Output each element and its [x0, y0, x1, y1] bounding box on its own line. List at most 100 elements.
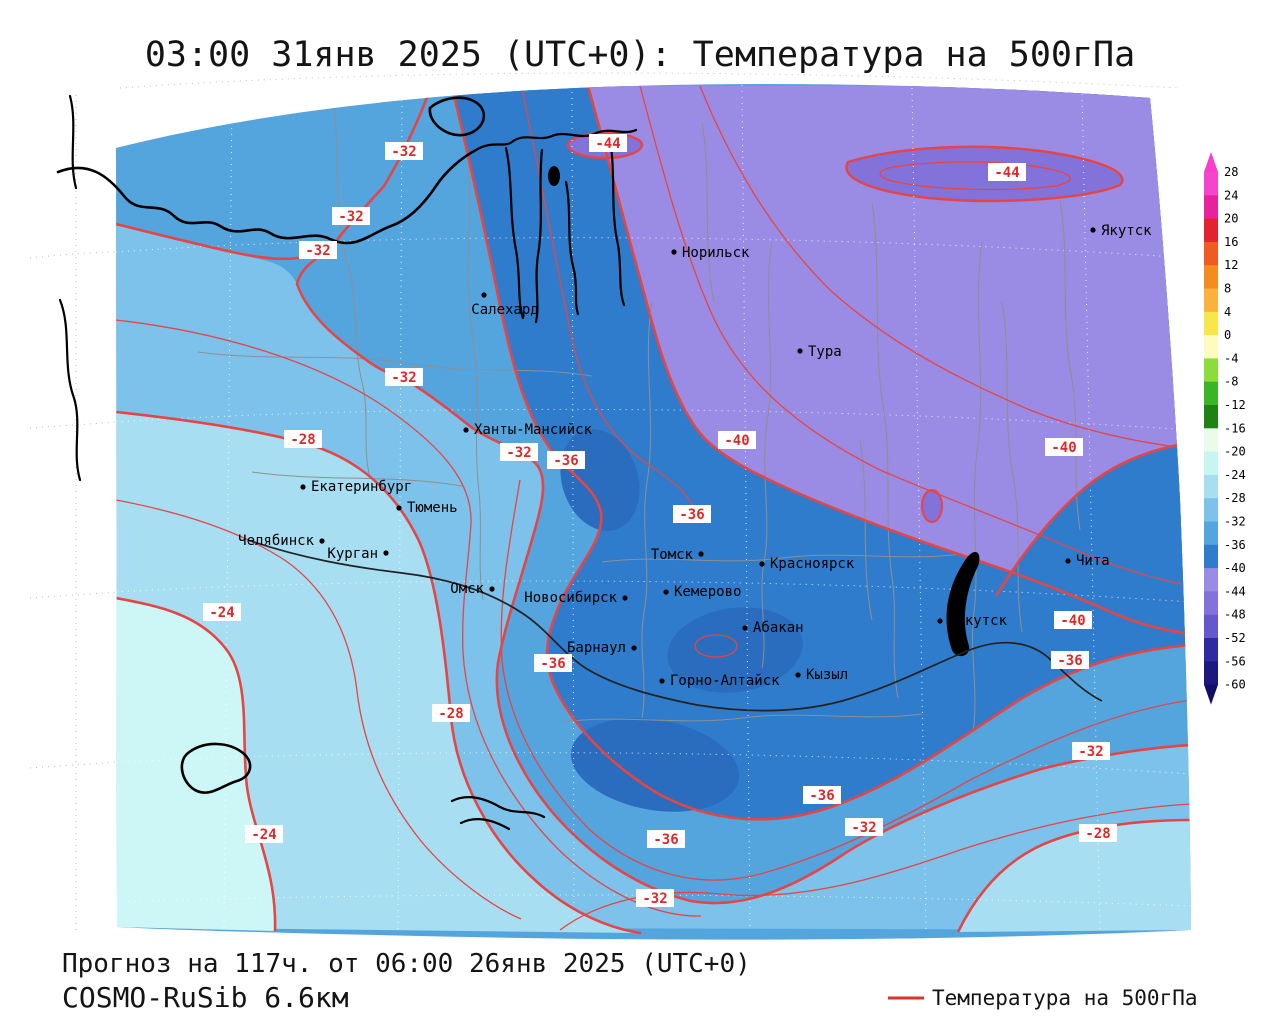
city-dot	[671, 249, 677, 255]
city-label: Горно-Алтайск	[670, 673, 780, 689]
city-label: Кемерово	[674, 584, 741, 600]
colorbar-tick-label: -12	[1224, 398, 1246, 412]
band-blue-chita	[996, 443, 1191, 634]
contour-label-box	[988, 163, 1026, 181]
contour-label-box	[1045, 438, 1083, 456]
contour-minor-line	[116, 319, 702, 917]
city-dot	[937, 618, 943, 624]
city-dot	[300, 484, 306, 490]
contour-label-box	[673, 505, 711, 523]
colorbar-arrow-down	[1204, 684, 1218, 705]
contour-label: -36	[679, 507, 704, 523]
contour-label: -28	[1085, 826, 1110, 842]
contour-minus40	[586, 85, 1191, 636]
contour-label: -24	[209, 605, 234, 621]
contour-label-box	[385, 142, 423, 160]
cold-pocket	[570, 718, 740, 812]
city-label: Челябинск	[238, 533, 314, 549]
city-label: Кызыл	[806, 667, 848, 683]
band-pale-blue-southeast	[958, 820, 1191, 932]
contour-label: -28	[290, 432, 315, 448]
contour-label-box	[500, 443, 538, 461]
lake	[548, 166, 560, 186]
colorbar-tick-label: 28	[1224, 165, 1238, 179]
city-label: Норильск	[682, 245, 750, 261]
city-dot	[1090, 227, 1096, 233]
contour-label-box	[1079, 824, 1117, 842]
city-label: Абакан	[753, 620, 804, 636]
admin-boundaries	[197, 95, 1081, 733]
city-label: Омск	[450, 581, 484, 597]
contour-label: -32	[305, 243, 330, 259]
coastline-island	[428, 96, 486, 137]
city-label: Барнаул	[567, 640, 626, 656]
forecast-info-text: Прогноз на 117ч. от 06:00 26янв 2025 (UT…	[62, 949, 751, 979]
contour-label: -32	[851, 820, 876, 836]
colorbar-segment	[1204, 381, 1218, 406]
city-dot	[481, 292, 487, 298]
colorbar-tick-label: 24	[1224, 188, 1238, 202]
contour-label: -36	[1057, 653, 1082, 669]
contour-minus40-chita	[994, 441, 1191, 597]
colorbar-segment	[1204, 638, 1218, 662]
colorbar-segment	[1204, 451, 1218, 476]
colorbar-segment	[1204, 591, 1218, 616]
colorbar-tick-label: 12	[1224, 258, 1238, 272]
contour-minor-line	[639, 85, 1191, 587]
colorbar-tick-label: 20	[1224, 212, 1238, 226]
contour-label-box	[845, 818, 883, 836]
contour-minus24	[116, 596, 277, 932]
contour-label: -44	[595, 136, 620, 152]
city-label: Чита	[1076, 553, 1110, 569]
colorbar-segment	[1204, 358, 1218, 383]
contour-label-box	[589, 134, 627, 152]
colorbar-segment	[1204, 405, 1218, 429]
contour-label: -32	[1078, 744, 1103, 760]
city-label: Красноярск	[770, 556, 855, 572]
contour-label-box	[1051, 651, 1089, 669]
colorbar-segment	[1204, 568, 1218, 592]
colorbar-segment	[1204, 661, 1218, 686]
band-cyan-southwest	[116, 598, 276, 931]
city-dot	[742, 625, 748, 631]
colorbar-tick-label: -16	[1224, 421, 1246, 435]
city-label: Якутск	[1101, 223, 1152, 239]
colorbar-tick-label: -44	[1224, 584, 1246, 598]
city-dot	[698, 551, 704, 557]
colorbar-tick-label: -36	[1224, 538, 1246, 552]
band-violet-northeast	[588, 86, 1191, 634]
contour-label: -36	[809, 788, 834, 804]
colorbar-segment	[1204, 614, 1218, 639]
contour-minus28-southeast	[956, 818, 1191, 933]
contour-label: -40	[724, 433, 749, 449]
contour-label-box	[718, 431, 756, 449]
colorbar-segment	[1204, 544, 1218, 569]
contour-minus32	[295, 89, 1191, 905]
city-label: Томск	[651, 547, 694, 563]
colorbar-tick-label: 0	[1224, 328, 1231, 342]
colorbar-segment	[1204, 311, 1218, 336]
contour-labels-layer: -32 -44 -44 -32 -32 -32 -28 -32 -36 -40 -40 -36 -40 -…	[203, 134, 1117, 907]
contour-minor-line	[699, 85, 1191, 450]
contour-label-box	[547, 451, 585, 469]
colorbar-segment	[1204, 265, 1218, 289]
colorbar-tick-label: -56	[1224, 654, 1246, 668]
city-dot	[759, 561, 765, 567]
city-label: Тура	[808, 344, 842, 360]
national-border	[247, 539, 1103, 712]
city-dot	[663, 589, 669, 595]
contour-label: -32	[642, 891, 667, 907]
contour-label-box	[385, 368, 423, 386]
contour-label: -32	[391, 370, 416, 386]
contour-label-box	[245, 825, 283, 843]
colorbar-tick-label: -20	[1224, 445, 1246, 459]
colorbar-tick-label: 16	[1224, 235, 1238, 249]
coastline-ob-gulf	[504, 146, 525, 320]
colorbar-tick-label: -52	[1224, 631, 1246, 645]
colorbar-segment	[1204, 288, 1218, 313]
map-title: 03:00 31янв 2025 (UTC+0): Температура на…	[145, 35, 1135, 75]
contour-label: -36	[553, 453, 578, 469]
legend-label: Температура на 500гПа	[932, 986, 1198, 1010]
city-label: Ханты-Мансийск	[474, 422, 593, 438]
contour-label-box	[332, 207, 370, 225]
